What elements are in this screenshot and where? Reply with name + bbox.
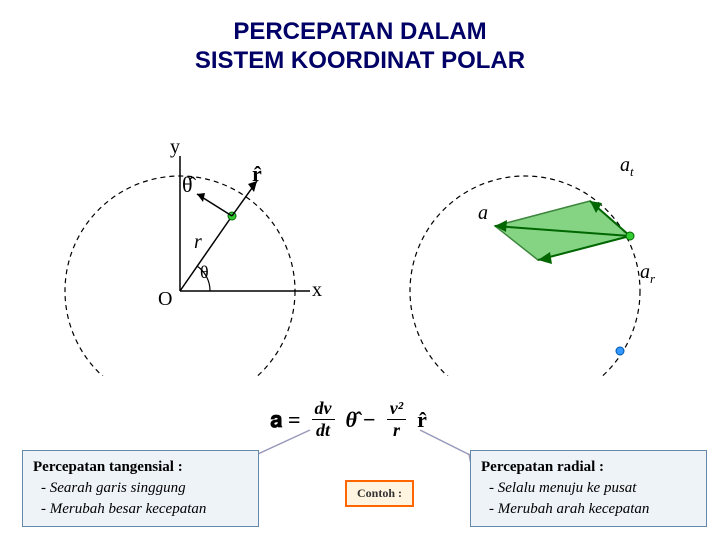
theta-hat-label: θ̂: [182, 172, 193, 198]
formula: 𝐚 = dv dt θ̂ − v² r r̂: [270, 398, 427, 441]
theta-label: θ: [200, 262, 209, 283]
right-point-upper: [626, 232, 634, 240]
x-axis-label: x: [312, 279, 322, 302]
radial-line1: - Selalu menuju ke pusat: [481, 478, 696, 499]
origin-label: O: [158, 288, 172, 311]
theta-hat-arrow: [197, 193, 205, 202]
radial-header: Percepatan radial :: [481, 457, 696, 478]
tangential-line1: - Searah garis singgung: [33, 478, 248, 499]
r-hat-label: r̂: [252, 161, 262, 187]
radius-label: r: [194, 231, 202, 254]
radial-line2: - Merubah arah kecepatan: [481, 499, 696, 520]
tangential-box: Percepatan tangensial : - Searah garis s…: [22, 450, 259, 527]
a-label: a: [478, 202, 488, 225]
diagram-area: y x O r θ θ̂ r̂ at a ar: [0, 76, 720, 376]
radial-box: Percepatan radial : - Selalu menuju ke p…: [470, 450, 707, 527]
page-title: PERCEPATAN DALAM SISTEM KOORDINAT POLAR: [0, 0, 720, 76]
y-axis-label: y: [170, 136, 180, 159]
contoh-button[interactable]: Contoh :: [345, 480, 414, 507]
diagram-svg: [0, 76, 720, 376]
title-line1: PERCEPATAN DALAM: [233, 18, 486, 45]
ar-label: ar: [640, 261, 655, 287]
tangential-header: Percepatan tangensial :: [33, 457, 248, 478]
title-line2: SISTEM KOORDINAT POLAR: [195, 47, 525, 74]
at-label: at: [620, 154, 634, 180]
right-circle: [410, 176, 640, 376]
tangential-line2: - Merubah besar kecepatan: [33, 499, 248, 520]
right-point-lower: [616, 347, 624, 355]
